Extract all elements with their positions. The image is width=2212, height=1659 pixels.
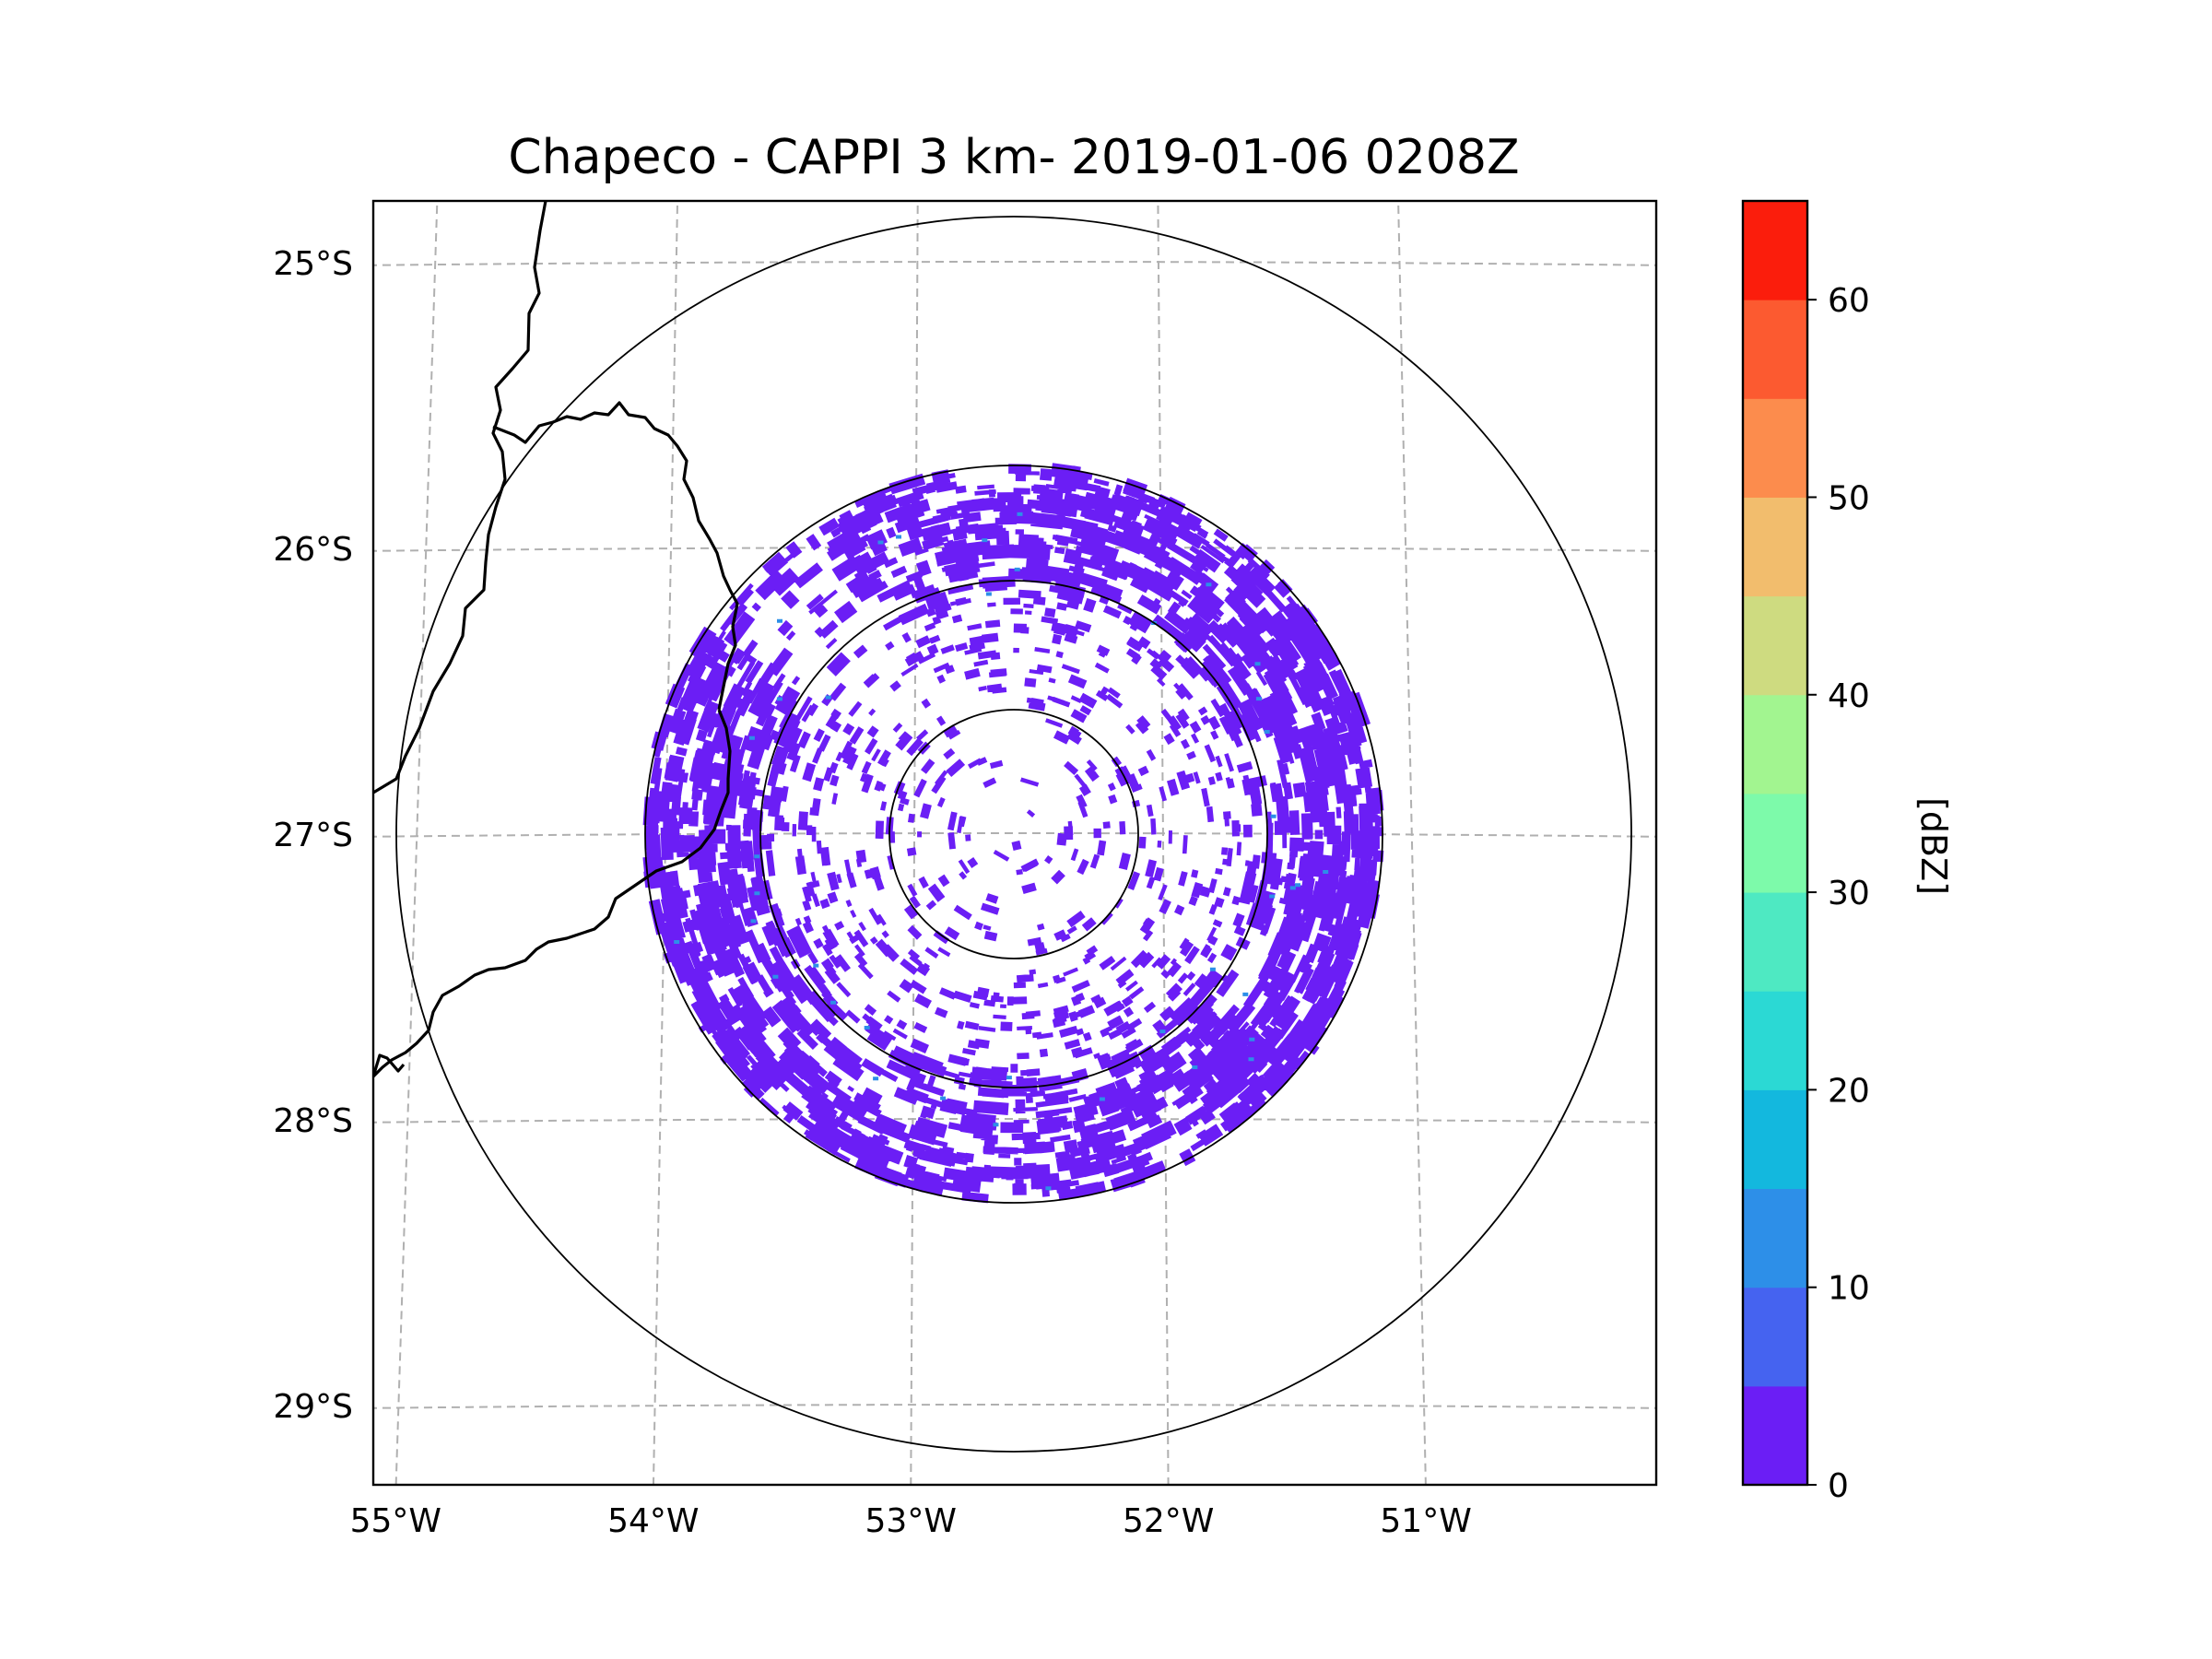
echo-pixels <box>642 463 1384 1204</box>
radar-echoes <box>642 463 1384 1204</box>
colorbar-bin <box>1743 892 1807 992</box>
gridline-lat <box>373 261 1656 266</box>
border-paraguay-line <box>373 201 547 794</box>
latitude-labels: 25°S 26°S 27°S 28°S 29°S <box>273 245 353 1426</box>
colorbar-bin <box>1743 398 1807 498</box>
border-sc-argentina <box>373 709 732 1078</box>
range-ring <box>888 709 1139 959</box>
colorbar-bin <box>1743 694 1807 794</box>
lon-tick-label: 53°W <box>865 1502 957 1540</box>
colorbar-bin <box>1743 1385 1807 1486</box>
colorbar-bin <box>1743 1287 1807 1387</box>
colorbar-tick-label: 30 <box>1828 875 1870 912</box>
colorbar-frame <box>1741 199 1809 1487</box>
colorbar-tick-label: 40 <box>1828 677 1870 715</box>
state-borders <box>373 201 739 1078</box>
gridline-lon <box>1397 201 1427 1485</box>
colorbar-tick-label: 60 <box>1828 282 1870 320</box>
lat-tick-label: 28°S <box>273 1102 353 1140</box>
range-rings <box>395 216 1632 1453</box>
colorbar-bin <box>1743 300 1807 399</box>
chart-title: Chapeco - CAPPI 3 km- 2019-01-06 0208Z <box>508 130 1519 185</box>
colorbar-label: [dBZ] <box>1913 797 1954 895</box>
colorbar-bin <box>1743 595 1807 696</box>
range-ring <box>759 580 1268 1088</box>
gridline-lat <box>373 832 1656 838</box>
lat-tick-label: 25°S <box>273 245 353 283</box>
longitude-labels: 55°W 54°W 53°W 52°W 51°W <box>350 1502 1472 1540</box>
range-ring <box>395 216 1632 1453</box>
colorbar-tick-label: 50 <box>1828 479 1870 517</box>
lat-tick-label: 26°S <box>273 531 353 569</box>
colorbar-ticks: 0 10 20 30 40 50 60 <box>1807 282 1870 1505</box>
gridline-lon <box>910 201 919 1485</box>
colorbar-bins <box>1743 201 1807 1486</box>
colorbar-bin <box>1743 991 1807 1090</box>
gridline-lon <box>1157 201 1170 1485</box>
gridline-lat <box>373 1404 1656 1409</box>
lon-tick-label: 52°W <box>1123 1502 1214 1540</box>
lon-tick-label: 51°W <box>1380 1502 1471 1540</box>
gridlines <box>373 201 1656 1485</box>
colorbar-bin <box>1743 1188 1807 1288</box>
lat-tick-label: 27°S <box>273 817 353 854</box>
gridline-lat <box>373 547 1656 552</box>
colorbar-tick-label: 20 <box>1828 1072 1870 1110</box>
range-ring <box>644 465 1383 1204</box>
colorbar-tick-label: 0 <box>1828 1467 1849 1505</box>
lon-tick-label: 54°W <box>607 1502 699 1540</box>
gridline-lon <box>394 201 439 1485</box>
lon-tick-label: 55°W <box>350 1502 441 1540</box>
colorbar-tick-label: 10 <box>1828 1270 1870 1308</box>
border-parana-sc <box>492 401 739 711</box>
gridline-lat <box>373 1118 1656 1124</box>
colorbar-bin <box>1743 1089 1807 1190</box>
colorbar: 0 10 20 30 40 50 60 [dBZ] <box>1741 199 1954 1505</box>
lat-tick-label: 29°S <box>273 1388 353 1426</box>
colorbar-bin <box>1743 497 1807 597</box>
colorbar-bin <box>1743 201 1807 300</box>
colorbar-bin <box>1743 793 1807 893</box>
map-frame <box>371 199 1658 1487</box>
border-argentina-west <box>373 1053 406 1077</box>
map-plot-area <box>373 201 1656 1485</box>
